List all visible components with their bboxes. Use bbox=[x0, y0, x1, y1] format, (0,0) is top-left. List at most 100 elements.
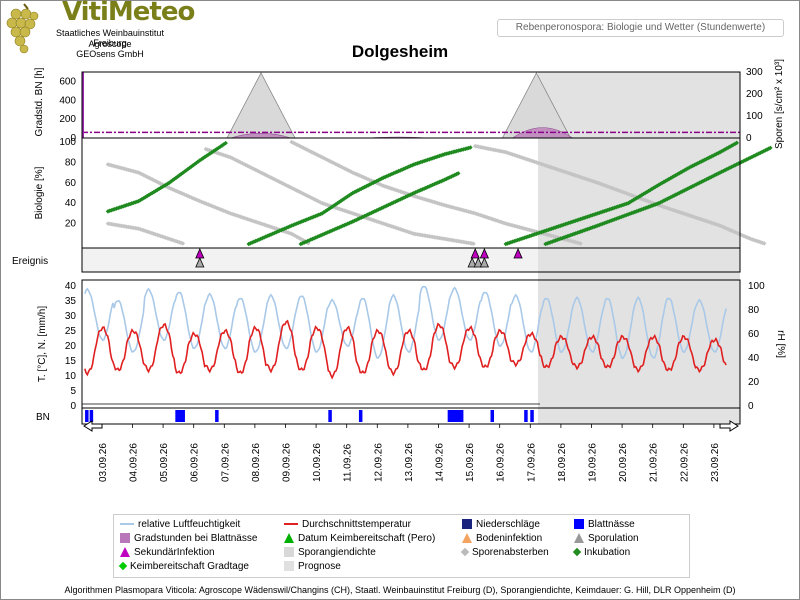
sekundaerinfektion-marker bbox=[195, 248, 205, 259]
legend-square-icon bbox=[462, 519, 472, 530]
blattnaesse-bar bbox=[450, 410, 455, 422]
tick-label-sporen: 200 bbox=[746, 89, 763, 100]
blattnaesse-bar bbox=[181, 410, 185, 422]
date-tick-label: 19.09.26 bbox=[587, 443, 598, 482]
date-tick-label: 09.09.26 bbox=[281, 443, 292, 482]
blattnaesse-bar bbox=[85, 410, 89, 422]
legend-item-inkub: Inkubation bbox=[572, 547, 630, 559]
brand-logo: VitiMeteo bbox=[62, 0, 195, 27]
scroll-left-icon[interactable] bbox=[83, 420, 103, 432]
page-title: Dolgesheim bbox=[351, 42, 449, 61]
panel-frame-ereignis bbox=[81, 247, 741, 273]
panel-frame-bn bbox=[81, 407, 741, 425]
ereignis-band bbox=[82, 248, 538, 272]
legend-item-gradstd: Gradstunden bei Blattnässe bbox=[120, 533, 257, 545]
legend-item-boden: Bodeninfektion bbox=[462, 533, 542, 545]
legend-triangle-icon bbox=[462, 533, 472, 544]
date-tick-label: 16.09.26 bbox=[496, 443, 507, 482]
legend-diamond-icon bbox=[118, 562, 128, 571]
date-tick-label: 13.09.26 bbox=[404, 443, 415, 482]
date-tick-label: 21.09.26 bbox=[649, 443, 660, 482]
org-line-3: GEOsens GmbH bbox=[76, 49, 144, 59]
date-tick-label: 17.09.26 bbox=[526, 443, 537, 482]
grape-logo-icon bbox=[6, 3, 39, 54]
blattnaesse-bar bbox=[89, 410, 94, 422]
date-tick-label: 05.09.26 bbox=[159, 443, 170, 482]
tick-label-gradstd: 0 bbox=[70, 133, 76, 144]
temperature-line bbox=[84, 319, 727, 380]
tick-label-biologie: 80 bbox=[65, 157, 77, 168]
tick-label-sporen: 0 bbox=[746, 133, 752, 144]
scroll-right-icon[interactable] bbox=[719, 420, 739, 432]
date-tick-label: 04.09.26 bbox=[128, 443, 139, 482]
date-tick-label: 22.09.26 bbox=[679, 443, 690, 482]
sporulation-marker bbox=[467, 257, 477, 268]
tick-label-temp: 0 bbox=[70, 401, 76, 412]
date-tick-label: 23.09.26 bbox=[710, 443, 721, 482]
blattnaesse-bar bbox=[178, 410, 182, 422]
sekundaerinfektion-marker bbox=[470, 248, 480, 259]
tick-label-rh: 100 bbox=[748, 281, 765, 292]
legend-item-keimgrad: Keimbereitschaft Gradtage bbox=[118, 561, 249, 573]
legend-item-bn: Blattnässe bbox=[574, 519, 635, 531]
tick-label-rh: 80 bbox=[748, 305, 760, 316]
legend-square-icon bbox=[284, 561, 294, 572]
legend-line-icon bbox=[120, 523, 134, 526]
ylabel-sporen: Sporen [s/cm² x 10³] bbox=[774, 59, 785, 149]
tick-label-rh: 40 bbox=[748, 353, 760, 364]
inkubation-point bbox=[455, 171, 461, 176]
tick-label-sporen: 100 bbox=[746, 111, 763, 122]
legend-diamond-icon bbox=[572, 548, 582, 557]
legend-item-temp: Durchschnittstemperatur bbox=[284, 519, 411, 531]
date-tick-label: 20.09.26 bbox=[618, 443, 629, 482]
tick-label-gradstd: 600 bbox=[59, 76, 76, 87]
tick-label-temp: 15 bbox=[65, 356, 77, 367]
legend-item-sek: SekundärInfektion bbox=[120, 547, 215, 559]
label-bn: BN bbox=[36, 412, 50, 423]
tick-label-biologie: 40 bbox=[65, 198, 77, 209]
date-tick-label: 14.09.26 bbox=[434, 443, 445, 482]
sporangia-density-peak bbox=[226, 72, 296, 139]
ylabel-gradstd: Gradstd. BN [h] bbox=[34, 67, 45, 136]
legend-triangle-icon bbox=[120, 547, 130, 558]
date-tick-label: 15.09.26 bbox=[465, 443, 476, 482]
tick-label-rh: 0 bbox=[748, 401, 754, 412]
blattnaesse-bar bbox=[175, 410, 179, 422]
legend-item-rain: Niederschläge bbox=[462, 519, 540, 531]
humidity-line bbox=[84, 285, 727, 360]
legend-line-icon bbox=[284, 523, 298, 526]
blattnaesse-bar bbox=[456, 410, 461, 422]
ylabel-biologie: Biologie [%] bbox=[34, 166, 45, 219]
sekundaerinfektion-marker bbox=[513, 248, 523, 259]
sekundaerinfektion-marker bbox=[479, 248, 490, 259]
tick-label-temp: 35 bbox=[65, 296, 77, 307]
tick-label-biologie: 100 bbox=[59, 137, 76, 148]
blattnaesse-bar bbox=[490, 410, 495, 422]
tick-label-gradstd: 400 bbox=[59, 95, 76, 106]
tick-label-rh: 60 bbox=[748, 329, 760, 340]
legend-item-spdens: Sporangiendichte bbox=[284, 547, 376, 559]
footer-credits: Algorithmen Plasmopara Viticola: Agrosco… bbox=[64, 585, 736, 595]
sporenabsterben-point bbox=[471, 241, 476, 246]
sporulation-marker bbox=[195, 257, 205, 268]
sporulation-marker bbox=[473, 257, 483, 268]
legend: relative Luftfeuchtigkeit Durchschnittst… bbox=[113, 514, 690, 578]
date-tick-label: 10.09.26 bbox=[312, 443, 323, 482]
legend-square-icon bbox=[284, 547, 294, 558]
legend-diamond-icon bbox=[460, 548, 470, 557]
tick-label-biologie: 60 bbox=[65, 178, 77, 189]
legend-item-rh: relative Luftfeuchtigkeit bbox=[120, 519, 240, 531]
tick-label-temp: 25 bbox=[65, 326, 77, 337]
blattnaesse-bar bbox=[215, 410, 219, 422]
legend-item-spab: Sporenabsterben bbox=[460, 547, 549, 559]
date-tick-label: 07.09.26 bbox=[220, 443, 231, 482]
date-tick-label: 03.09.26 bbox=[98, 443, 109, 482]
date-tick-label: 06.09.26 bbox=[190, 443, 201, 482]
legend-item-sporul: Sporulation bbox=[574, 533, 639, 545]
tick-label-temp: 20 bbox=[65, 341, 77, 352]
date-tick-label: 12.09.26 bbox=[373, 443, 384, 482]
tick-label-rh: 20 bbox=[748, 377, 760, 388]
blattnaesse-bar bbox=[524, 410, 528, 422]
blattnaesse-bar bbox=[447, 410, 452, 422]
